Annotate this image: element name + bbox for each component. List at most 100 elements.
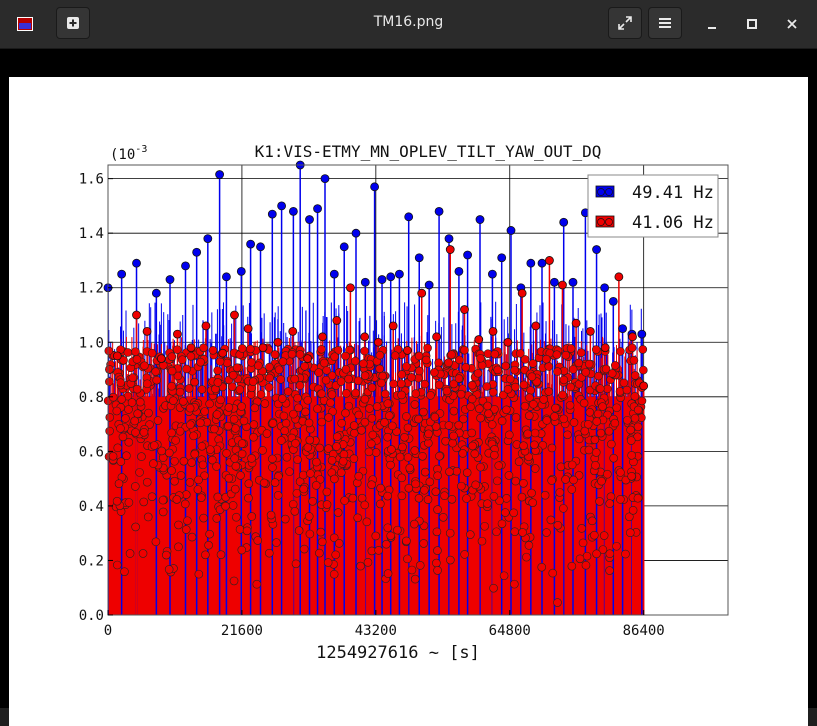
marker-texture-red [265, 362, 274, 372]
marker-texture-red [316, 527, 326, 537]
marker-texture-red [205, 445, 215, 454]
point-series-1 [417, 288, 427, 298]
marker-texture-red [194, 569, 204, 579]
marker-texture-red [616, 347, 625, 356]
marker-texture-red [567, 561, 577, 571]
marker-texture-red [228, 370, 238, 380]
close-button[interactable] [782, 14, 802, 34]
chart-title: K1:VIS-ETMY_MN_OPLEV_TILT_YAW_OUT_DQ [255, 142, 602, 161]
marker-texture-red [340, 496, 349, 505]
marker-texture-red [637, 396, 647, 406]
marker-texture-red [359, 359, 368, 368]
marker-texture-red [199, 343, 208, 353]
marker-texture-red [403, 423, 413, 433]
marker-texture-red [344, 374, 353, 384]
point-series-0 [394, 269, 404, 279]
marker-texture-red [510, 365, 519, 375]
marker-texture-red [595, 497, 604, 506]
marker-texture-red [495, 496, 504, 506]
maximize-button[interactable] [742, 14, 762, 34]
marker-texture-red [222, 358, 232, 368]
marker-texture-red [591, 345, 601, 354]
minimize-button[interactable] [702, 14, 722, 34]
point-series-1 [201, 321, 211, 331]
marker-texture-red [555, 488, 565, 497]
marker-texture-red [247, 358, 256, 367]
marker-texture-red [515, 349, 525, 358]
marker-texture-red [581, 560, 591, 570]
marker-texture-red [185, 403, 195, 413]
marker-texture-red [579, 398, 589, 408]
marker-texture-red [482, 382, 492, 391]
marker-texture-red [187, 458, 196, 467]
marker-texture-red [298, 470, 308, 480]
marker-texture-red [329, 569, 339, 579]
marker-texture-red [445, 528, 455, 538]
marker-texture-red [173, 371, 183, 381]
marker-texture-red [548, 568, 557, 578]
marker-texture-red [625, 512, 634, 522]
image-viewport[interactable]: 0 21600 43200 64800 86400 0.0 0.2 0.4 0.6 0.8 1.0 1… [0, 49, 817, 726]
marker-texture-red [133, 409, 142, 419]
marker-texture-red [398, 442, 407, 452]
point-series-0 [618, 324, 627, 334]
point-series-1 [218, 348, 228, 358]
marker-texture-red [460, 550, 469, 559]
marker-texture-red [629, 356, 639, 365]
marker-texture-red [607, 439, 616, 449]
marker-texture-red [569, 475, 578, 485]
marker-texture-red [433, 505, 442, 514]
marker-texture-red [116, 457, 126, 466]
point-series-0 [537, 258, 547, 268]
point-series-0 [526, 258, 536, 268]
marker-texture-red [467, 380, 477, 390]
marker-texture-red [386, 531, 396, 541]
marker-texture-red [303, 443, 313, 452]
point-series-0 [192, 247, 202, 257]
point-series-0 [414, 253, 424, 263]
expand-icon [618, 16, 632, 30]
marker-texture-red [477, 361, 487, 370]
marker-texture-red [205, 529, 214, 539]
marker-texture-red [190, 449, 199, 459]
marker-texture-red [546, 515, 556, 525]
marker-texture-red [511, 413, 521, 422]
marker-texture-red [424, 429, 433, 439]
point-series-0 [181, 261, 190, 271]
marker-texture-red [367, 413, 377, 423]
marker-texture-red [295, 350, 305, 359]
marker-texture-red [501, 361, 510, 371]
marker-texture-red [504, 471, 514, 480]
marker-texture-red [547, 443, 557, 453]
marker-texture-red [626, 528, 635, 538]
fullscreen-button[interactable] [608, 7, 642, 39]
marker-texture-red [559, 375, 569, 385]
point-series-1 [360, 332, 370, 342]
y-tick-label: 0.8 [79, 390, 104, 406]
marker-texture-red [383, 399, 393, 408]
new-tab-button[interactable] [56, 7, 90, 39]
marker-texture-red [105, 365, 114, 374]
marker-texture-red [509, 508, 518, 518]
marker-texture-red [411, 479, 420, 489]
marker-texture-red [377, 378, 386, 388]
marker-texture-red [402, 536, 411, 546]
marker-texture-red [292, 488, 302, 498]
marker-texture-red [503, 384, 513, 394]
menu-button[interactable] [648, 7, 682, 39]
marker-texture-red [294, 526, 304, 535]
marker-texture-red [461, 363, 471, 372]
marker-texture-red [542, 354, 551, 364]
image-viewer-icon [17, 17, 33, 31]
marker-texture-red [176, 471, 186, 480]
marker-texture-red [456, 389, 466, 399]
marker-texture-red [607, 369, 617, 378]
marker-texture-red [615, 387, 625, 396]
marker-texture-red [197, 385, 207, 394]
x-tick-label: 64800 [489, 623, 531, 639]
marker-texture-red [360, 371, 370, 381]
marker-texture-red [537, 562, 547, 572]
marker-texture-red [221, 501, 230, 511]
marker-texture-red [575, 554, 585, 564]
marker-texture-red [539, 395, 548, 404]
